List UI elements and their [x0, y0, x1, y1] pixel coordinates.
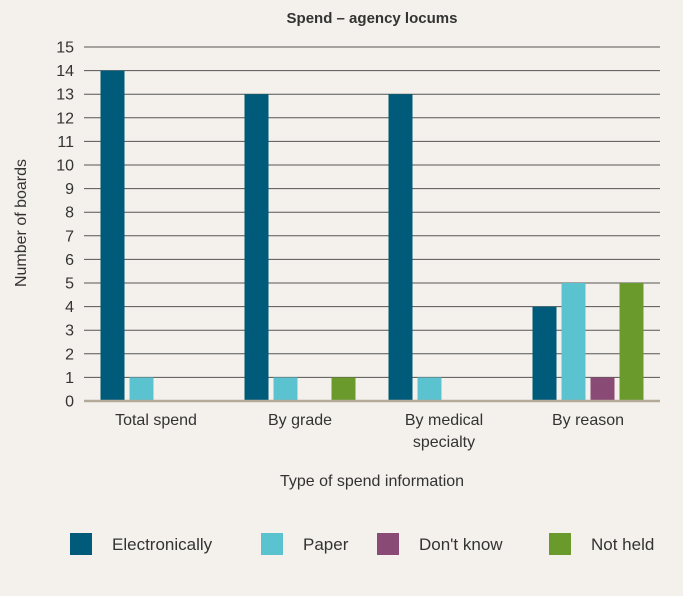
x-tick-label: By grade: [268, 412, 332, 429]
y-tick-label: 5: [65, 276, 74, 293]
y-tick-label: 8: [65, 205, 74, 222]
bars: [84, 70, 660, 403]
bar-electronically-2: [388, 94, 413, 401]
legend-swatch-don-t-know: [377, 533, 399, 555]
y-tick-label: 15: [56, 40, 74, 57]
y-tick-label: 1: [65, 370, 74, 387]
x-tick-label: By reason: [552, 412, 624, 429]
bar-paper-0: [129, 377, 154, 401]
legend-label-paper: Paper: [303, 535, 349, 554]
x-tick-label: specialty: [413, 434, 475, 451]
y-tick-label: 10: [56, 158, 74, 175]
y-tick-label: 7: [65, 228, 74, 245]
x-axis-title: Type of spend information: [280, 473, 464, 490]
y-tick-label: 13: [56, 87, 74, 104]
y-tick-label: 11: [57, 134, 74, 151]
y-tick-label: 3: [65, 323, 74, 340]
y-tick-label: 14: [56, 63, 74, 80]
chart-title: Spend – agency locums: [287, 10, 458, 27]
bar-don-t-know-3: [590, 377, 615, 401]
bar-electronically-3: [532, 306, 557, 401]
legend-label-don-t-know: Don't know: [419, 535, 503, 554]
y-tick-label: 6: [65, 252, 74, 269]
bar-electronically-1: [244, 94, 269, 401]
gridlines: [84, 46, 660, 378]
bar-not-held-1: [331, 377, 356, 401]
x-tick-label: By medical: [405, 412, 483, 429]
x-axis-ticks: Total spend By grade By medical specialty By…: [115, 412, 624, 451]
bar-paper-3: [561, 283, 586, 401]
y-tick-label: 9: [65, 181, 74, 198]
bar-not-held-3: [619, 283, 644, 401]
bar-electronically-0: [100, 70, 125, 401]
x-tick-label: Total spend: [115, 412, 197, 429]
legend-swatch-not-held: [549, 533, 571, 555]
legend-swatch-paper: [261, 533, 283, 555]
y-axis-title: Number of boards: [13, 159, 30, 287]
bar-paper-1: [273, 377, 298, 401]
y-tick-label: 0: [65, 394, 74, 411]
legend: Electronically Paper Don't know Not held: [70, 533, 654, 555]
y-tick-label: 2: [65, 346, 74, 363]
legend-label-not-held: Not held: [591, 535, 654, 554]
legend-label-electronically: Electronically: [112, 535, 213, 554]
legend-swatch-electronically: [70, 533, 92, 555]
y-tick-label: 12: [56, 110, 74, 127]
bar-paper-2: [417, 377, 442, 401]
y-tick-label: 4: [65, 299, 74, 316]
